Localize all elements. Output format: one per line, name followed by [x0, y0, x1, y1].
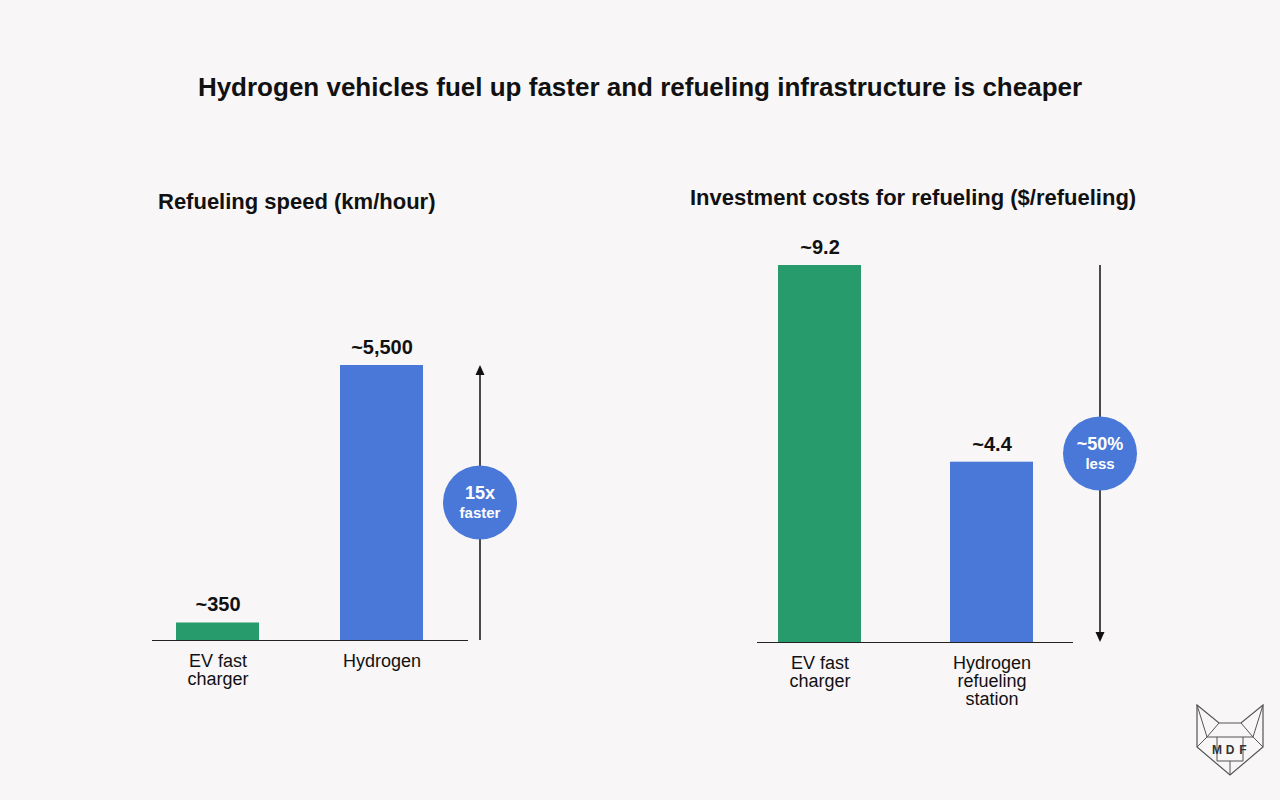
- svg-text:Hydrogenrefuelingstation: Hydrogenrefuelingstation: [953, 653, 1031, 709]
- html-text:Refueling speed (km/hour): Refueling speed (km/hour): [158, 189, 436, 214]
- svg-text:D: D: [1226, 743, 1235, 757]
- svg-text:EV fastcharger: EV fastcharger: [789, 653, 850, 691]
- svg-text:less: less: [1085, 455, 1114, 472]
- svg-text:EV fastcharger: EV fastcharger: [187, 651, 248, 689]
- svg-text:M: M: [1212, 743, 1222, 757]
- svg-text:~9.2: ~9.2: [800, 236, 839, 258]
- svg-text:~350: ~350: [195, 593, 240, 615]
- svg-text:~4.4: ~4.4: [972, 433, 1012, 455]
- html-text:Hydrogen vehicles fuel up fast: Hydrogen vehicles fuel up faster and ref…: [197, 72, 1083, 102]
- svg-text:15x: 15x: [465, 483, 495, 503]
- html-text:Investment costs for refueling: Investment costs for refueling ($/refuel…: [690, 185, 1137, 210]
- svg-text:~5,500: ~5,500: [351, 336, 413, 358]
- svg-text:Hydrogen: Hydrogen: [343, 651, 421, 671]
- svg-text:~50%: ~50%: [1077, 434, 1124, 454]
- svg-text:F: F: [1239, 743, 1246, 757]
- svg-text:faster: faster: [460, 504, 501, 521]
